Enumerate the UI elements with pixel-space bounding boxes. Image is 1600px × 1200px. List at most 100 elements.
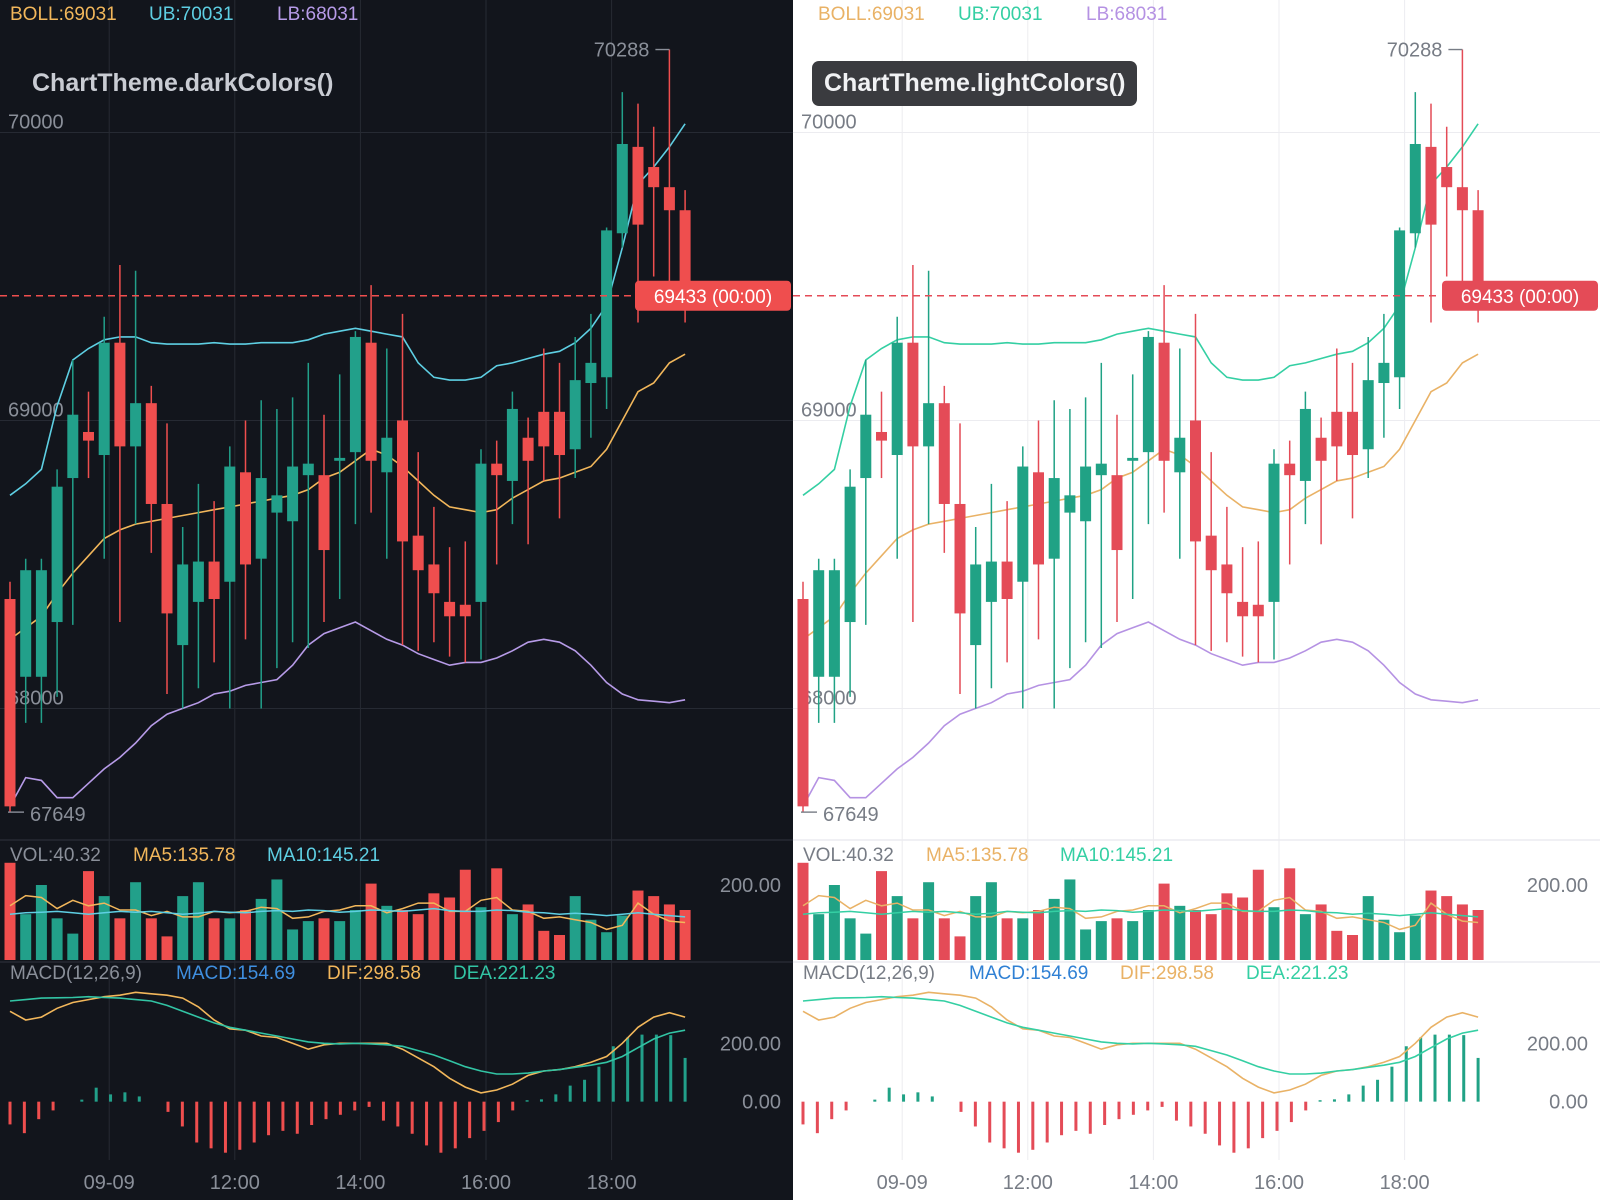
macd-dea-line — [9, 995, 686, 1075]
volume-bar — [1237, 897, 1249, 960]
candle-body — [1284, 463, 1296, 476]
volume-bar — [585, 919, 597, 960]
volume-bar — [1127, 921, 1139, 960]
boll-legend-ub: UB:70031 — [958, 4, 1043, 25]
candle-body — [192, 561, 204, 602]
candle-body — [585, 362, 597, 384]
volume-bar — [397, 910, 408, 960]
boll-legend-value: BOLL:69031 — [818, 4, 925, 25]
macd-legend-macd: MACD:154.69 — [969, 963, 1088, 984]
volume-axis-label: 200.00 — [720, 875, 781, 897]
volume-bar — [1001, 918, 1013, 960]
volume-bar — [1017, 918, 1029, 960]
candle-body — [271, 495, 283, 513]
candle-body — [145, 403, 157, 504]
volume-bar — [1331, 930, 1343, 960]
candle-body — [491, 463, 503, 476]
candle-body — [1378, 362, 1390, 384]
candle-body — [114, 342, 126, 447]
max-price-label: 70288 — [1387, 40, 1443, 62]
candle-body — [1347, 411, 1358, 456]
dark-theme-chart-panel[interactable]: 70000 69000 68000 70288 67649 69433 (00:00) BO… — [0, 0, 793, 1200]
candle-body — [601, 230, 613, 378]
candle-body — [67, 414, 79, 479]
volume-bar — [876, 871, 887, 960]
volume-bar — [954, 936, 966, 960]
volume-bar — [1394, 932, 1406, 960]
volume-bar — [1441, 896, 1453, 960]
macd-legend-title: MACD(12,26,9) — [803, 963, 935, 984]
dark-theme-kline-chart[interactable]: 70000 69000 68000 70288 67649 69433 (00:00) BO… — [0, 0, 793, 1200]
candle-body — [954, 503, 966, 614]
volume-bar — [1299, 914, 1311, 960]
boll-upper-band-line — [802, 123, 1479, 496]
candle-body — [1174, 437, 1186, 473]
light-theme-chart-panel[interactable]: 70000 69000 68000 70288 67649 69433 (00:00) BO… — [793, 0, 1600, 1200]
candle-body — [397, 420, 408, 542]
volume-bar — [828, 885, 840, 960]
volume-bar — [1190, 910, 1201, 960]
volume-bar — [813, 914, 825, 960]
volume-bar — [208, 918, 220, 960]
candle-body — [51, 486, 63, 623]
volume-bar — [538, 930, 550, 960]
light-theme-kline-chart[interactable]: 70000 69000 68000 70288 67649 69433 (00:00) BO… — [793, 0, 1600, 1200]
current-price-tag — [635, 280, 791, 311]
candle-body — [923, 403, 935, 447]
volume-legend-ma10: MA10:145.21 — [1060, 845, 1173, 866]
volume-legend-vol: VOL:40.32 — [10, 845, 101, 866]
macd-legend-dif: DIF:298.58 — [327, 963, 421, 984]
volume-bar — [349, 910, 361, 960]
candle-body — [1111, 475, 1123, 551]
volume-legend-ma10: MA10:145.21 — [267, 845, 380, 866]
volume-bar — [1221, 893, 1233, 960]
volume-bar — [444, 897, 456, 960]
volume-bar — [797, 862, 809, 960]
candle-body — [1441, 167, 1453, 188]
light-theme-label: ChartTheme.lightColors() — [812, 61, 1138, 106]
volume-bar — [459, 869, 471, 960]
macd-legend-macd: MACD:154.69 — [176, 963, 295, 984]
volume-ma10-line — [802, 907, 1479, 918]
price-axis-label: 69000 — [8, 399, 64, 421]
volume-bar — [98, 896, 110, 960]
candle-body — [1252, 604, 1264, 617]
candle-body — [302, 463, 314, 476]
volume-bar — [1095, 921, 1107, 960]
volume-bar — [1284, 868, 1296, 960]
volume-bar — [1362, 896, 1374, 960]
candle-body — [4, 599, 16, 807]
volume-bar — [663, 904, 675, 960]
price-axis-label: 69000 — [801, 399, 857, 421]
price-axis-label: 68000 — [8, 687, 64, 709]
volume-bar — [985, 882, 997, 960]
candle-body — [287, 466, 299, 522]
volume-axis-label: 200.00 — [1527, 875, 1588, 897]
candle-body — [538, 411, 550, 447]
volume-bar — [428, 893, 440, 960]
volume-bar — [1205, 914, 1217, 960]
volume-legend-ma5: MA5:135.78 — [133, 845, 235, 866]
candle-body — [334, 457, 346, 461]
volume-bar — [616, 915, 628, 960]
candle-body — [208, 561, 220, 600]
candle-body — [828, 570, 840, 677]
candle-body — [679, 210, 691, 296]
candle-body — [569, 380, 581, 450]
volume-bar — [970, 896, 982, 960]
candle-body — [20, 570, 32, 677]
volume-bar — [860, 933, 872, 960]
volume-bar — [891, 896, 903, 960]
time-axis-label: 16:00 — [1254, 1172, 1304, 1194]
macd-axis-label: 200.00 — [720, 1033, 781, 1055]
boll-upper-band-line — [9, 123, 686, 496]
time-axis-label: 12:00 — [1003, 1172, 1053, 1194]
volume-bar — [1472, 910, 1484, 960]
volume-bar — [648, 896, 660, 960]
candle-body — [1033, 472, 1044, 565]
volume-bar — [114, 918, 126, 960]
macd-axis-label: 0.00 — [742, 1092, 781, 1114]
candle-body — [240, 472, 251, 565]
min-price-label: 67649 — [30, 804, 86, 826]
